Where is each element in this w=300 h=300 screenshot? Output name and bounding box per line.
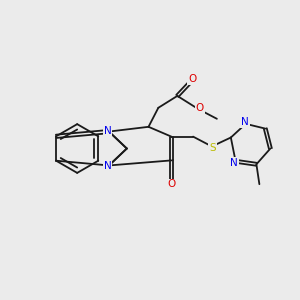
Text: O: O (188, 74, 196, 84)
Text: N: N (241, 117, 249, 127)
Text: N: N (103, 161, 111, 171)
Text: O: O (167, 179, 175, 190)
Text: S: S (209, 143, 216, 153)
Text: N: N (230, 158, 238, 168)
Text: N: N (103, 126, 111, 136)
Text: O: O (196, 103, 204, 113)
